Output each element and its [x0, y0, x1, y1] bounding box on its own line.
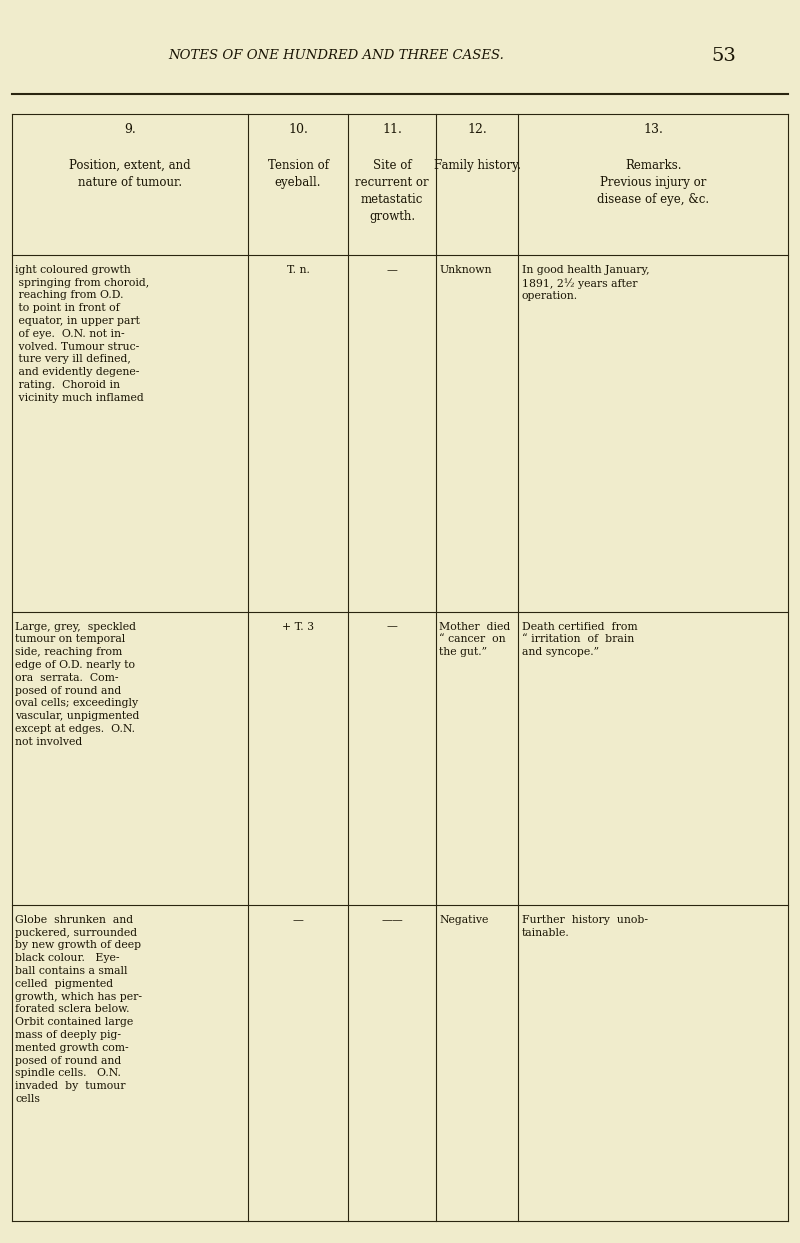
Text: Site of
recurrent or
metastatic
growth.: Site of recurrent or metastatic growth. — [355, 159, 429, 222]
Text: 12.: 12. — [467, 123, 487, 135]
Text: Unknown: Unknown — [439, 265, 492, 275]
Text: Family history.: Family history. — [434, 159, 521, 172]
Text: Position, extent, and
nature of tumour.: Position, extent, and nature of tumour. — [69, 159, 191, 189]
Text: Tension of
eyeball.: Tension of eyeball. — [267, 159, 329, 189]
Text: Large, grey,  speckled
tumour on temporal
side, reaching from
edge of O.D. nearl: Large, grey, speckled tumour on temporal… — [15, 622, 139, 747]
Text: —: — — [386, 265, 398, 275]
Text: Remarks.
Previous injury or
disease of eye, &c.: Remarks. Previous injury or disease of e… — [597, 159, 710, 206]
Text: Death certified  from
“ irritation  of  brain
and syncope.”: Death certified from “ irritation of bra… — [522, 622, 638, 658]
Text: ight coloured growth
 springing from choroid,
 reaching from O.D.
 to point in f: ight coloured growth springing from chor… — [15, 265, 150, 403]
Text: + T. 3: + T. 3 — [282, 622, 314, 631]
Text: Further  history  unob-
tainable.: Further history unob- tainable. — [522, 915, 648, 937]
Text: ——: —— — [381, 915, 403, 925]
Text: In good health January,
1891, 2½ years after
operation.: In good health January, 1891, 2½ years a… — [522, 265, 650, 301]
Text: NOTES OF ONE HUNDRED AND THREE CASES.: NOTES OF ONE HUNDRED AND THREE CASES. — [168, 50, 504, 62]
Text: 10.: 10. — [288, 123, 308, 135]
Text: 11.: 11. — [382, 123, 402, 135]
Text: Globe  shrunken  and
puckered, surrounded
by new growth of deep
black colour.   : Globe shrunken and puckered, surrounded … — [15, 915, 142, 1104]
Text: —: — — [293, 915, 303, 925]
Text: 13.: 13. — [643, 123, 663, 135]
Text: 9.: 9. — [124, 123, 136, 135]
Text: T. n.: T. n. — [286, 265, 310, 275]
Text: Negative: Negative — [439, 915, 489, 925]
Text: —: — — [386, 622, 398, 631]
Text: Mother  died
“ cancer  on
the gut.”: Mother died “ cancer on the gut.” — [439, 622, 510, 658]
Text: 53: 53 — [711, 47, 737, 65]
